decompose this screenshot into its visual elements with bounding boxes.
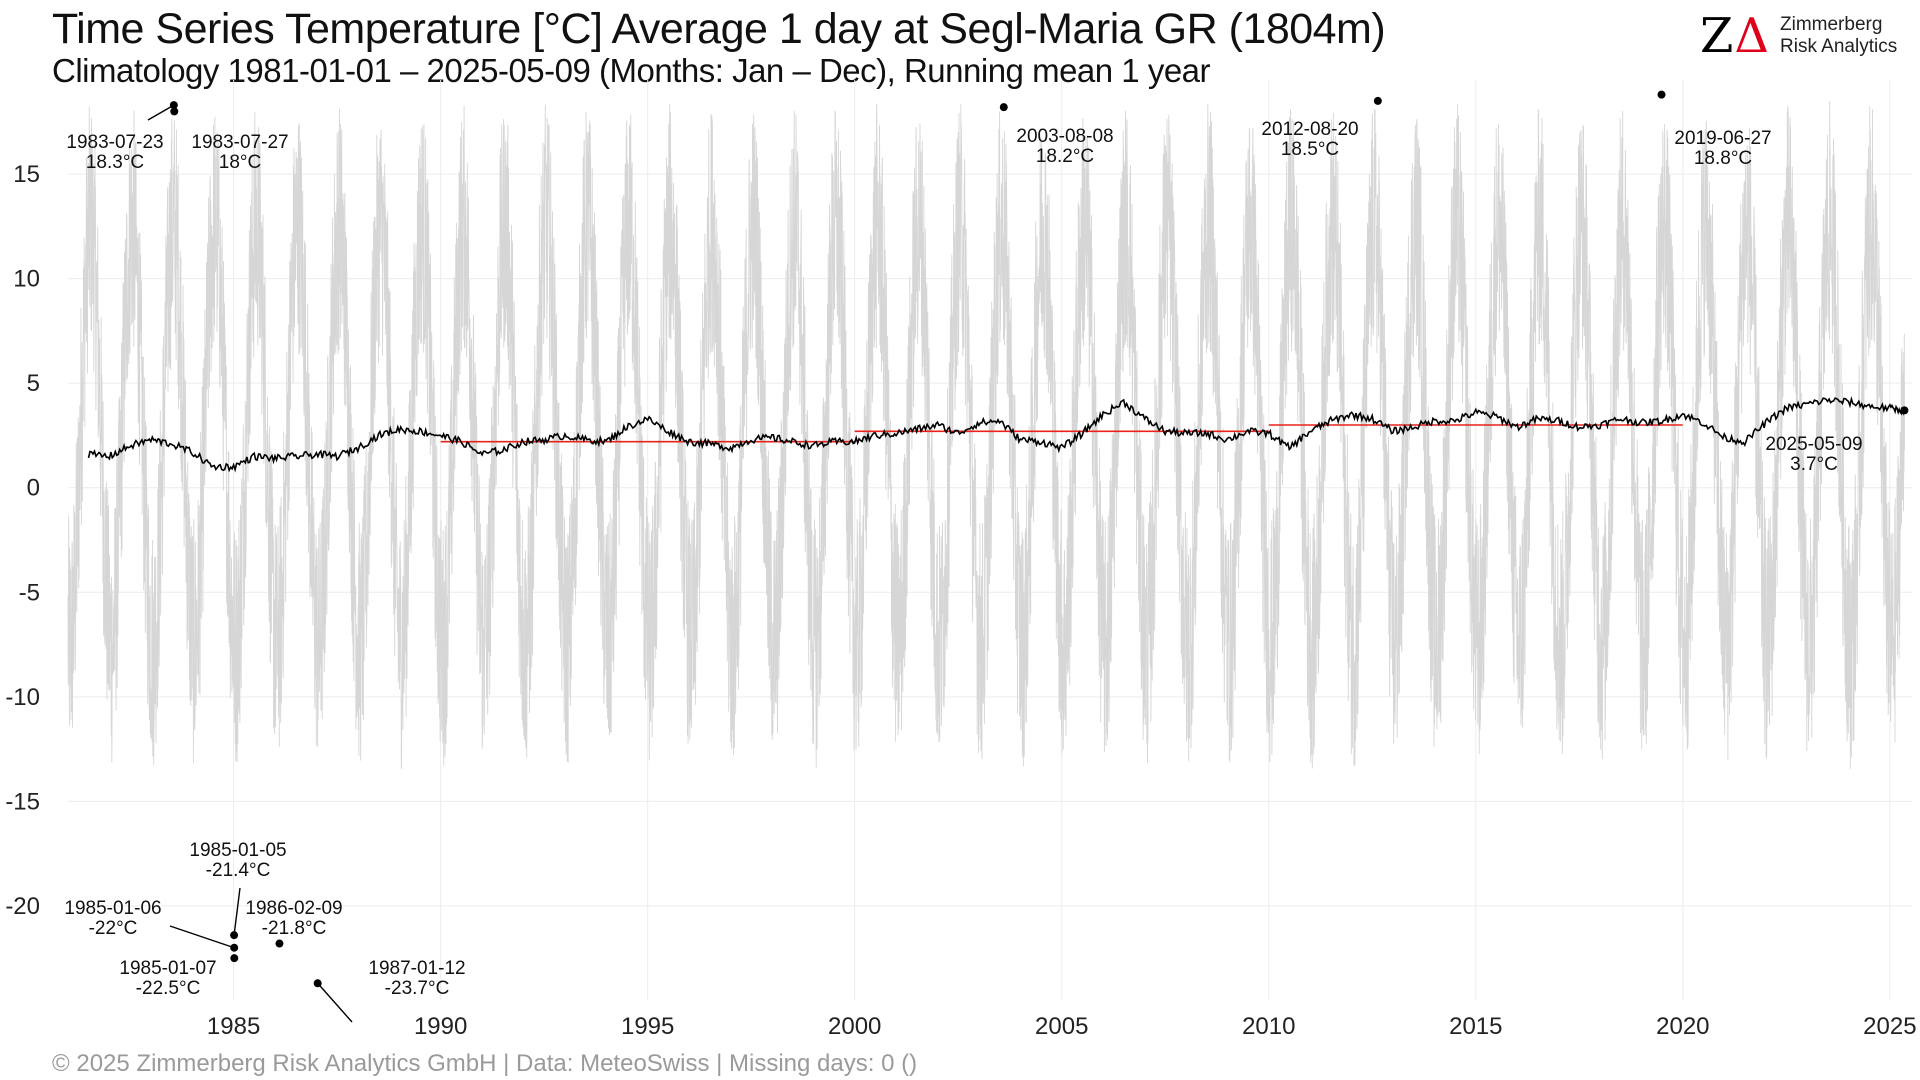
logo-delta-icon: Δ xyxy=(1734,8,1771,64)
logo-name-line2: Risk Analytics xyxy=(1780,36,1898,57)
extreme-point xyxy=(1373,96,1382,105)
extreme-point xyxy=(999,103,1008,112)
annotation-leader xyxy=(147,104,175,121)
extreme-point xyxy=(1900,406,1909,415)
x-tick-label: 1990 xyxy=(414,1013,467,1040)
y-tick-label: -5 xyxy=(19,579,40,606)
annotation-date: 1987-01-12 xyxy=(368,958,465,979)
running-mean-line xyxy=(87,395,1906,473)
x-tick-label: 2005 xyxy=(1035,1013,1088,1040)
y-tick-label: -10 xyxy=(5,684,40,711)
annotation-value: -23.7°C xyxy=(385,978,450,999)
logo-z: Z xyxy=(1700,8,1735,64)
x-tick-label: 2020 xyxy=(1656,1013,1709,1040)
annotation-value: -22.5°C xyxy=(136,978,201,999)
annotation-leader xyxy=(233,887,241,936)
annotation-value: -21.8°C xyxy=(262,918,327,939)
x-tick-label: 2025 xyxy=(1863,1013,1916,1040)
annotation-value: 18.2°C xyxy=(1036,146,1094,167)
annotation-date: 1985-01-05 xyxy=(189,840,286,861)
daily-temperature-series xyxy=(67,101,1905,769)
y-tick-label: 15 xyxy=(13,161,40,188)
annotation-date: 2025-05-09 xyxy=(1765,434,1862,455)
y-tick-label: 5 xyxy=(27,370,40,397)
y-tick-label: 0 xyxy=(27,475,40,502)
logo-mark: ZΔ xyxy=(1700,8,1770,64)
annotation-value: -21.4°C xyxy=(206,860,271,881)
x-tick-label: 2000 xyxy=(828,1013,881,1040)
brand-logo: ZΔ Zimmerberg Risk Analytics xyxy=(1700,8,1910,64)
annotation-date: 1983-07-23 xyxy=(66,132,163,153)
annotation-value: 18.8°C xyxy=(1694,148,1752,169)
annotation-value: 18.3°C xyxy=(86,152,144,173)
running-mean-series xyxy=(87,395,1906,473)
annotation-date: 2019-06-27 xyxy=(1674,128,1771,149)
annotation-value: 3.7°C xyxy=(1790,454,1838,475)
extreme-point xyxy=(1657,90,1666,99)
annotation-date: 2012-08-20 xyxy=(1261,119,1358,140)
annotation-value: 18°C xyxy=(219,152,261,173)
annotation-value: -22°C xyxy=(89,918,138,939)
logo-name-line1: Zimmerberg xyxy=(1780,14,1883,35)
annotation-date: 1985-01-07 xyxy=(119,958,216,979)
x-tick-label: 2015 xyxy=(1449,1013,1502,1040)
annotation-date: 2003-08-08 xyxy=(1016,126,1113,147)
annotation-date: 1986-02-09 xyxy=(245,898,342,919)
extreme-point xyxy=(170,107,179,116)
annotation-value: 18.5°C xyxy=(1281,139,1339,160)
chart-subtitle: Climatology 1981-01-01 – 2025-05-09 (Mon… xyxy=(52,52,1211,89)
annotation-date: 1985-01-06 xyxy=(64,898,161,919)
chart-title: Time Series Temperature [°C] Average 1 d… xyxy=(52,5,1386,53)
daily-line xyxy=(67,101,1905,769)
y-tick-label: 10 xyxy=(13,266,40,293)
annotation-leader xyxy=(169,925,235,949)
annotation-date: 1983-07-27 xyxy=(191,132,288,153)
y-tick-label: -15 xyxy=(5,788,40,815)
extreme-point xyxy=(275,939,284,948)
x-tick-label: 2010 xyxy=(1242,1013,1295,1040)
y-tick-label: -20 xyxy=(5,893,40,920)
footer-credit: © 2025 Zimmerberg Risk Analytics GmbH | … xyxy=(52,1050,918,1077)
annotation-leader xyxy=(317,982,353,1023)
extreme-point xyxy=(230,954,239,963)
axis-labels: -20 -15 -10 -5 0 5 10 15 1985 1990 1995 2000 2005 201… xyxy=(5,161,1916,1040)
x-tick-label: 1985 xyxy=(207,1013,260,1040)
x-tick-label: 1995 xyxy=(621,1013,674,1040)
